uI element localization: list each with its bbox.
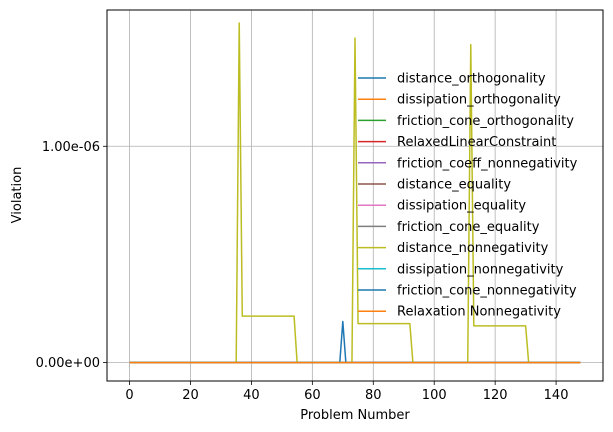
x-tick-label: 120 — [483, 388, 508, 403]
axis-ticks: 0 20 40 60 80 100 120 140 0.00e+00 1.00e-06 — [36, 140, 569, 403]
legend-entry-label: Relaxation Nonnegativity — [397, 305, 561, 320]
legend-entry-label: distance_equality — [397, 178, 511, 193]
legend-entry-label: dissipation_orthogonality — [397, 93, 561, 108]
legend: distance_orthogonality dissipation_orthog… — [358, 72, 578, 320]
legend-entry-label: friction_cone_equality — [397, 220, 540, 235]
y-axis-label: Violation — [10, 167, 25, 224]
legend-entry-label: distance_orthogonality — [397, 72, 546, 87]
x-tick-label: 80 — [365, 388, 382, 403]
series-line-distance-nonnegativity — [129, 22, 581, 364]
x-tick-label: 0 — [125, 388, 133, 403]
y-tick-label: 0.00e+00 — [36, 356, 100, 371]
legend-entry-label: friction_cone_nonnegativity — [397, 284, 577, 299]
plot-frame — [106, 9, 604, 382]
x-tick-label: 140 — [544, 388, 569, 403]
x-axis-label: Problem Number — [300, 408, 410, 423]
legend-entry-label: dissipation_nonnegativity — [397, 262, 564, 277]
legend-entry-label: friction_coeff_nonnegativity — [397, 156, 578, 171]
x-tick-label: 20 — [182, 388, 199, 403]
legend-entry-label: friction_cone_orthogonality — [397, 114, 574, 129]
legend-entry-label: dissipation_equality — [397, 199, 526, 214]
x-tick-label: 60 — [304, 388, 321, 403]
x-tick-label: 40 — [243, 388, 260, 403]
legend-entry-label: distance_nonnegativity — [397, 241, 549, 256]
y-tick-label: 1.00e-06 — [42, 140, 100, 155]
legend-entry-label: RelaxedLinearConstraint — [397, 135, 556, 150]
x-tick-label: 100 — [422, 388, 447, 403]
series-lines — [129, 22, 581, 364]
